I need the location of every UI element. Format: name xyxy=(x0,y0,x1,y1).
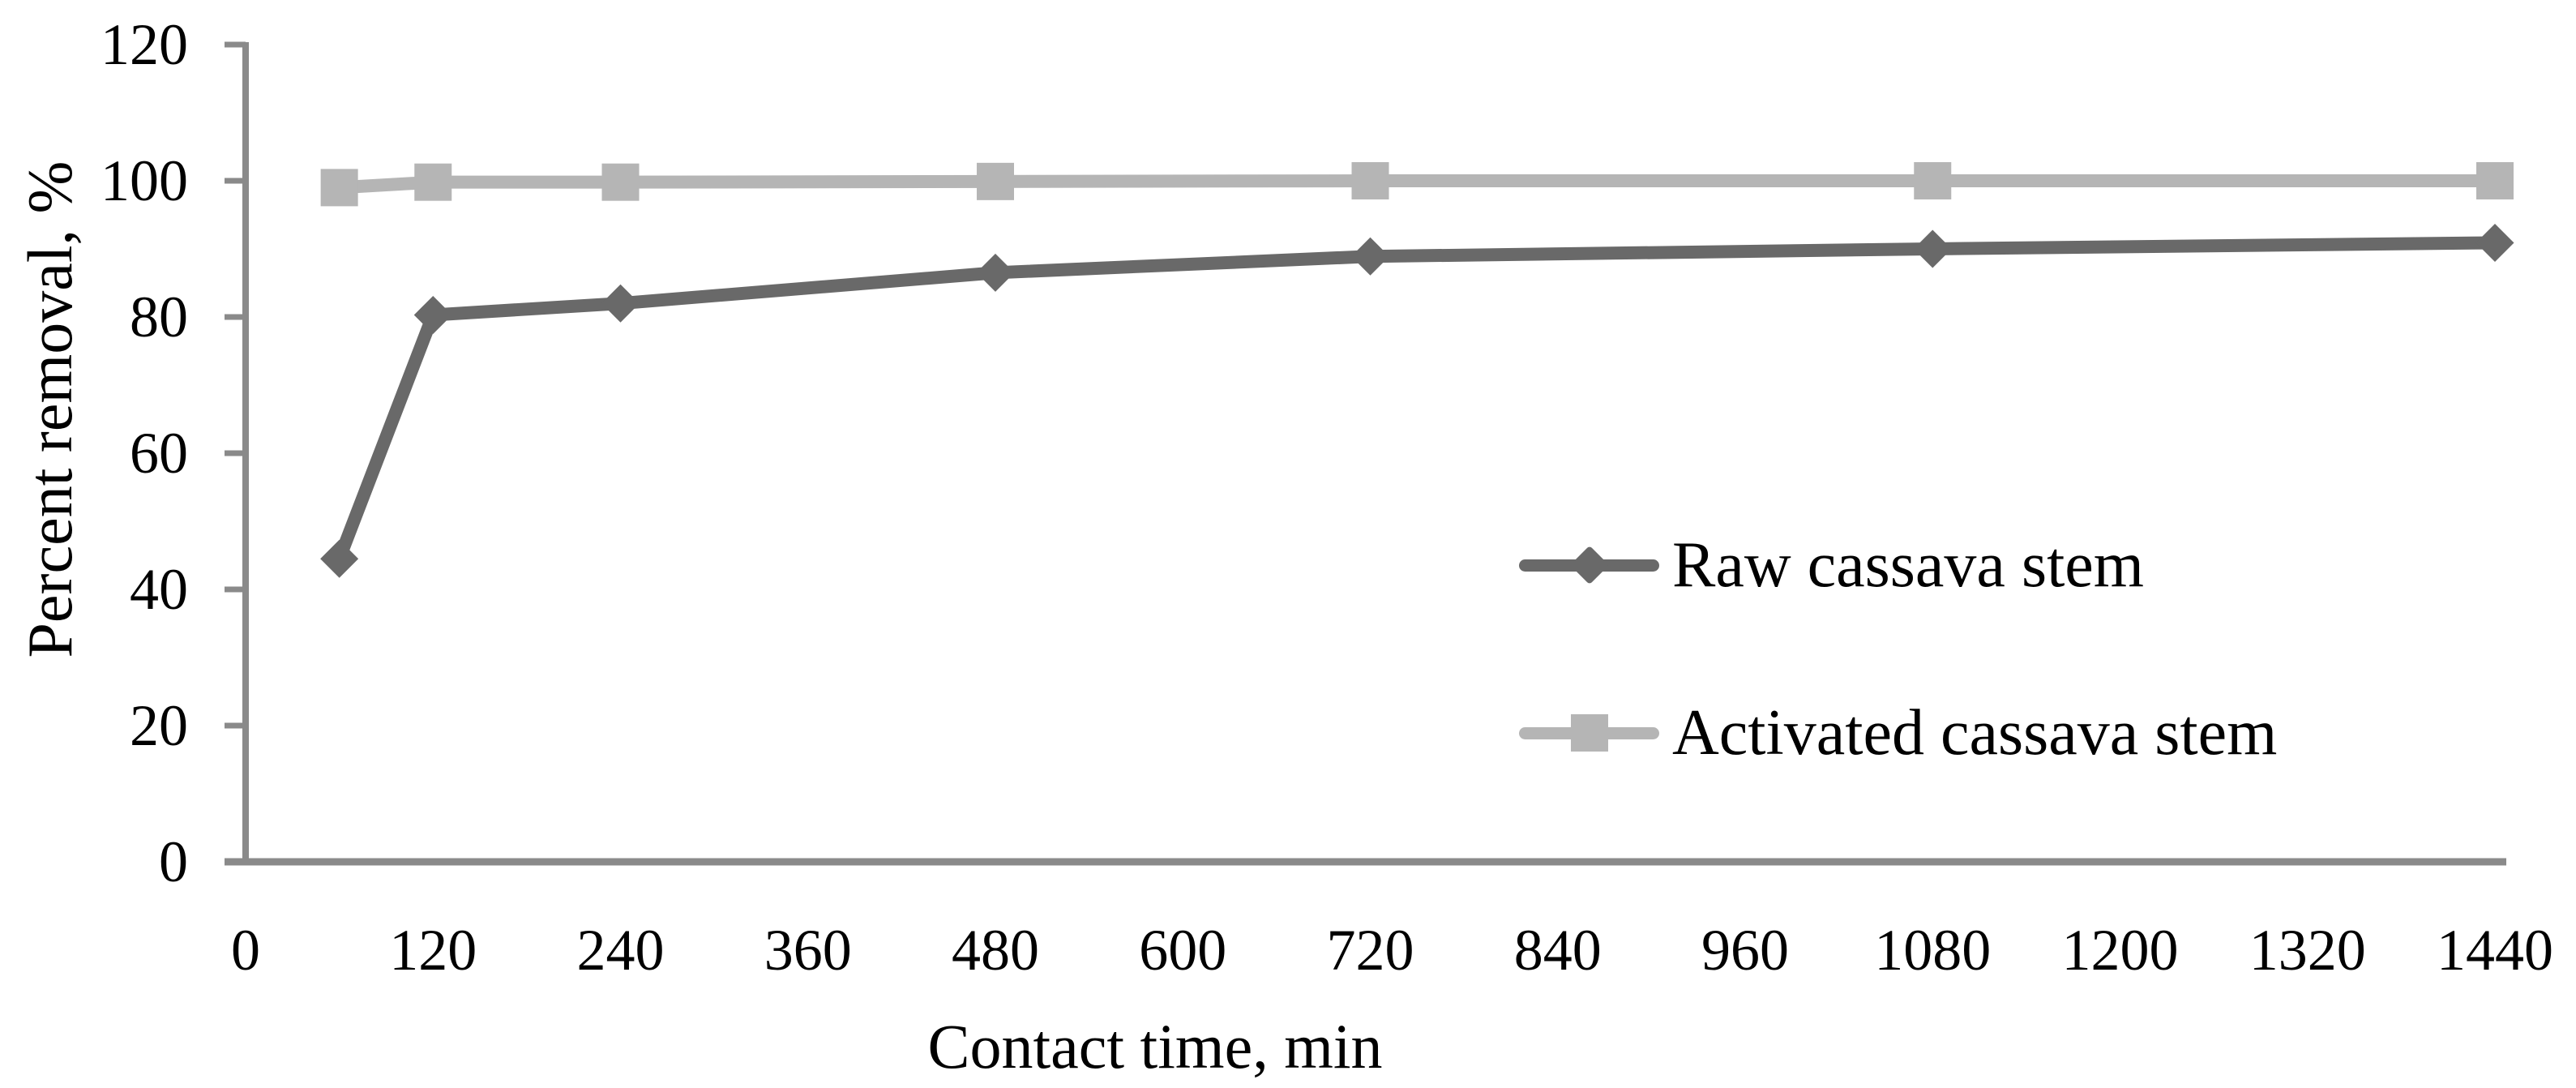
raw-cassava-stem-diamond-marker xyxy=(2475,223,2514,262)
activated-cassava-stem-square-marker xyxy=(1351,162,1389,199)
x-tick-label: 120 xyxy=(389,918,477,983)
activated-cassava-stem-square-marker xyxy=(2476,162,2514,199)
y-tick-label: 120 xyxy=(101,12,188,77)
x-axis-title: Contact time, min xyxy=(927,1011,1382,1082)
activated-cassava-stem-square-marker xyxy=(1914,162,1952,199)
activated-cassava-stem-square-marker xyxy=(601,163,640,201)
x-tick-label: 1200 xyxy=(2062,918,2179,983)
legend-swatch xyxy=(1519,709,1659,757)
legend-label: Activated cassava stem xyxy=(1672,696,2278,769)
y-axis-title: Percent removal, % xyxy=(15,161,85,658)
x-tick-label: 360 xyxy=(764,918,852,983)
raw-cassava-stem-line xyxy=(332,236,2501,566)
y-tick-label: 100 xyxy=(101,148,188,213)
legend-item-activated-cassava-stem: Activated cassava stem xyxy=(1519,687,2277,779)
legend-swatch xyxy=(1519,541,1659,589)
diamond-marker-icon xyxy=(1569,545,1609,585)
activated-cassava-stem-square-marker xyxy=(977,162,1014,200)
x-tick-label: 1440 xyxy=(2437,918,2553,983)
x-tick-label: 840 xyxy=(1514,918,1602,983)
y-tick-label: 0 xyxy=(159,829,188,894)
x-tick-label: 480 xyxy=(952,918,1039,983)
raw-cassava-stem-diamond-marker xyxy=(976,253,1015,292)
raw-cassava-stem-diamond-marker xyxy=(1351,237,1389,276)
x-tick-label: 960 xyxy=(1701,918,1789,983)
activated-cassava-stem-line xyxy=(332,174,2501,195)
raw-cassava-stem-diamond-marker xyxy=(320,539,359,578)
y-tick-label: 60 xyxy=(130,421,188,486)
x-tick-label: 1080 xyxy=(1874,918,1991,983)
y-tick-label: 40 xyxy=(130,557,188,622)
legend-item-raw-cassava-stem: Raw cassava stem xyxy=(1519,519,2144,611)
x-tick-label: 240 xyxy=(577,918,665,983)
legend-label: Raw cassava stem xyxy=(1672,529,2145,601)
raw-cassava-stem-diamond-marker xyxy=(413,295,452,334)
activated-cassava-stem-square-marker xyxy=(414,163,452,201)
x-tick-label: 600 xyxy=(1139,918,1226,983)
activated-cassava-stem-square-marker xyxy=(320,169,358,207)
raw-cassava-stem-diamond-marker xyxy=(1913,229,1952,268)
square-marker-icon xyxy=(1570,714,1608,752)
raw-cassava-stem-diamond-marker xyxy=(601,284,640,323)
x-tick-label: 720 xyxy=(1327,918,1414,983)
y-tick-label: 20 xyxy=(130,693,188,758)
x-tick-label: 1320 xyxy=(2249,918,2366,983)
x-tick-label: 0 xyxy=(231,918,260,983)
y-tick-label: 80 xyxy=(130,285,188,349)
data-series xyxy=(320,162,2514,578)
